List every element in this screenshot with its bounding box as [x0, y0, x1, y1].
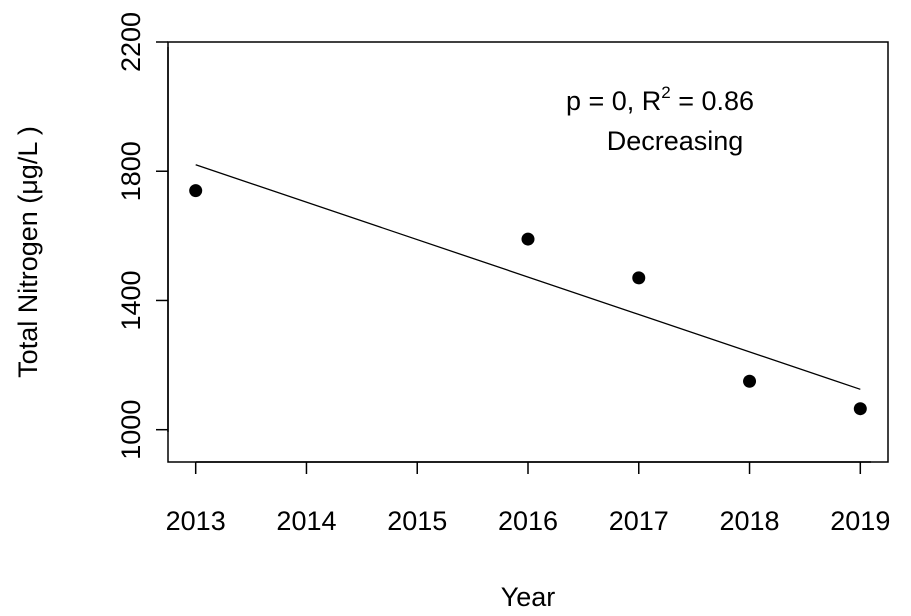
y-ticks: 1000 1400 1800 2200 [116, 12, 168, 460]
data-point [853, 402, 867, 416]
data-point [521, 232, 535, 246]
x-tick-label: 2018 [719, 506, 779, 536]
plot-frame [167, 41, 889, 463]
trend-annotation: Decreasing [607, 126, 744, 156]
x-tick-label: 2013 [166, 506, 226, 536]
y-tick-label: 1000 [116, 400, 146, 460]
data-points [189, 184, 867, 416]
y-tick-label: 2200 [116, 12, 146, 72]
y-tick-label: 1800 [116, 141, 146, 201]
x-tick-label: 2019 [830, 506, 890, 536]
x-tick-label: 2015 [387, 506, 447, 536]
x-tick-label: 2014 [276, 506, 336, 536]
x-tick-label: 2017 [609, 506, 669, 536]
y-tick-label: 1400 [116, 270, 146, 330]
x-tick-label: 2016 [498, 506, 558, 536]
stat-annotation: p = 0, R2 = 0.86 [566, 83, 754, 116]
x-ticks: 2013 2014 2015 2016 2017 2018 2019 [166, 462, 890, 536]
data-point [743, 374, 757, 388]
x-axis-title: Year [501, 582, 556, 612]
y-axis-title: Total Nitrogen (μg/L ) [13, 126, 43, 378]
trend-line [195, 164, 861, 390]
data-point [632, 271, 646, 285]
data-point [189, 184, 203, 198]
